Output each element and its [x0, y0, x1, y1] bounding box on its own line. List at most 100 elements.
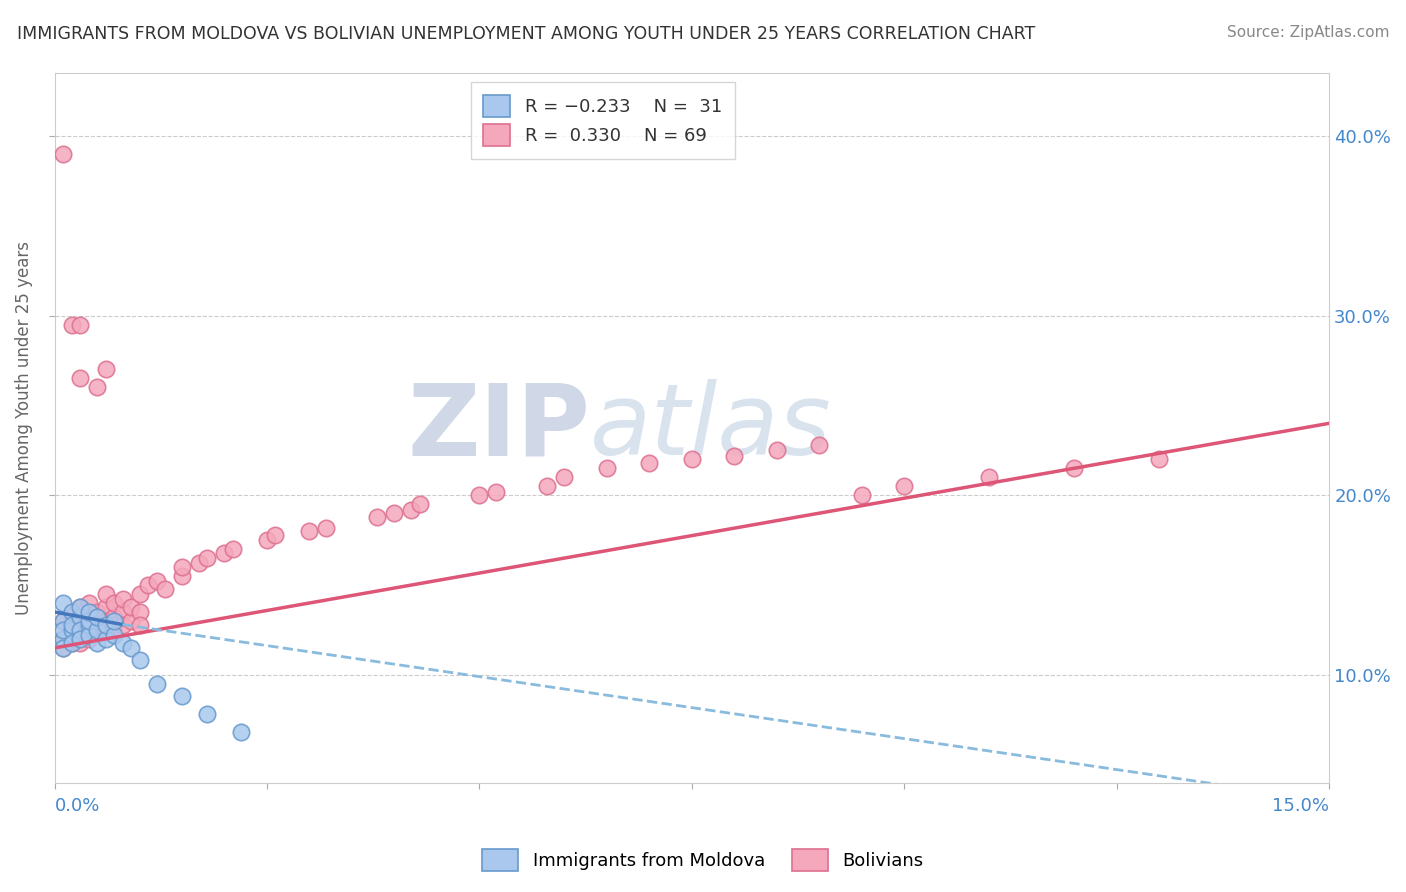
Point [69, 632, 91, 646]
Point [111, 635, 134, 649]
Point [120, 640, 142, 655]
Point [231, 725, 253, 739]
Point [86, 635, 108, 649]
Point [77, 605, 100, 619]
Point [52, 632, 75, 646]
Point [170, 569, 193, 583]
Point [86, 610, 108, 624]
Point [128, 653, 150, 667]
Point [69, 610, 91, 624]
Point [86, 623, 108, 637]
Point [893, 479, 915, 493]
Point [60, 617, 83, 632]
Point [69, 599, 91, 614]
Text: ZIP: ZIP [408, 379, 591, 476]
Point [94, 632, 117, 646]
Point [77, 632, 100, 646]
Point [103, 610, 125, 624]
Legend: Immigrants from Moldova, Bolivians: Immigrants from Moldova, Bolivians [475, 842, 931, 879]
Point [170, 560, 193, 574]
Point [77, 617, 100, 632]
Point [86, 605, 108, 619]
Point [52, 640, 75, 655]
Point [86, 623, 108, 637]
Point [111, 605, 134, 619]
Point [69, 614, 91, 628]
Point [86, 380, 108, 394]
Point [52, 632, 75, 646]
Point [60, 617, 83, 632]
Point [409, 497, 432, 511]
Point [52, 623, 75, 637]
Point [94, 599, 117, 614]
Point [69, 623, 91, 637]
Point [103, 617, 125, 632]
Text: 15.0%: 15.0% [1272, 797, 1329, 815]
Point [103, 596, 125, 610]
Text: atlas: atlas [591, 379, 831, 476]
Point [145, 574, 167, 589]
Point [214, 546, 236, 560]
Point [77, 605, 100, 619]
Point [94, 617, 117, 632]
Point [197, 707, 219, 722]
Point [153, 582, 176, 596]
Point [120, 599, 142, 614]
Point [60, 635, 83, 649]
Point [103, 614, 125, 628]
Point [468, 488, 491, 502]
Point [315, 520, 337, 534]
Point [77, 628, 100, 642]
Point [77, 617, 100, 632]
Point [52, 614, 75, 628]
Point [128, 617, 150, 632]
Point [60, 623, 83, 637]
Point [145, 677, 167, 691]
Text: IMMIGRANTS FROM MOLDOVA VS BOLIVIAN UNEMPLOYMENT AMONG YOUTH UNDER 25 YEARS CORR: IMMIGRANTS FROM MOLDOVA VS BOLIVIAN UNEM… [17, 25, 1035, 43]
Point [52, 596, 75, 610]
Point [596, 461, 619, 475]
Point [52, 640, 75, 655]
Point [69, 371, 91, 385]
Point [60, 610, 83, 624]
Point [86, 610, 108, 624]
Point [60, 623, 83, 637]
Point [120, 614, 142, 628]
Point [979, 470, 1001, 484]
Point [188, 557, 211, 571]
Point [1063, 461, 1085, 475]
Point [60, 605, 83, 619]
Point [638, 456, 661, 470]
Point [681, 452, 703, 467]
Point [808, 438, 831, 452]
Point [136, 578, 159, 592]
Point [60, 635, 83, 649]
Point [256, 533, 278, 547]
Point [222, 542, 245, 557]
Text: Source: ZipAtlas.com: Source: ZipAtlas.com [1226, 25, 1389, 40]
Point [77, 614, 100, 628]
Point [298, 524, 321, 538]
Point [128, 605, 150, 619]
Point [86, 617, 108, 632]
Point [1149, 452, 1171, 467]
Point [52, 614, 75, 628]
Text: 0.0%: 0.0% [55, 797, 100, 815]
Point [264, 527, 287, 541]
Point [851, 488, 873, 502]
Point [553, 470, 575, 484]
Point [77, 623, 100, 637]
Point [366, 509, 388, 524]
Point [170, 690, 193, 704]
Y-axis label: Unemployment Among Youth under 25 years: Unemployment Among Youth under 25 years [15, 241, 32, 615]
Point [103, 628, 125, 642]
Point [94, 587, 117, 601]
Point [60, 318, 83, 332]
Point [52, 146, 75, 161]
Point [197, 551, 219, 566]
Point [111, 617, 134, 632]
Point [384, 506, 406, 520]
Point [60, 605, 83, 619]
Legend: R = −0.233    N =  31, R =  0.330    N = 69: R = −0.233 N = 31, R = 0.330 N = 69 [471, 82, 735, 159]
Point [536, 479, 558, 493]
